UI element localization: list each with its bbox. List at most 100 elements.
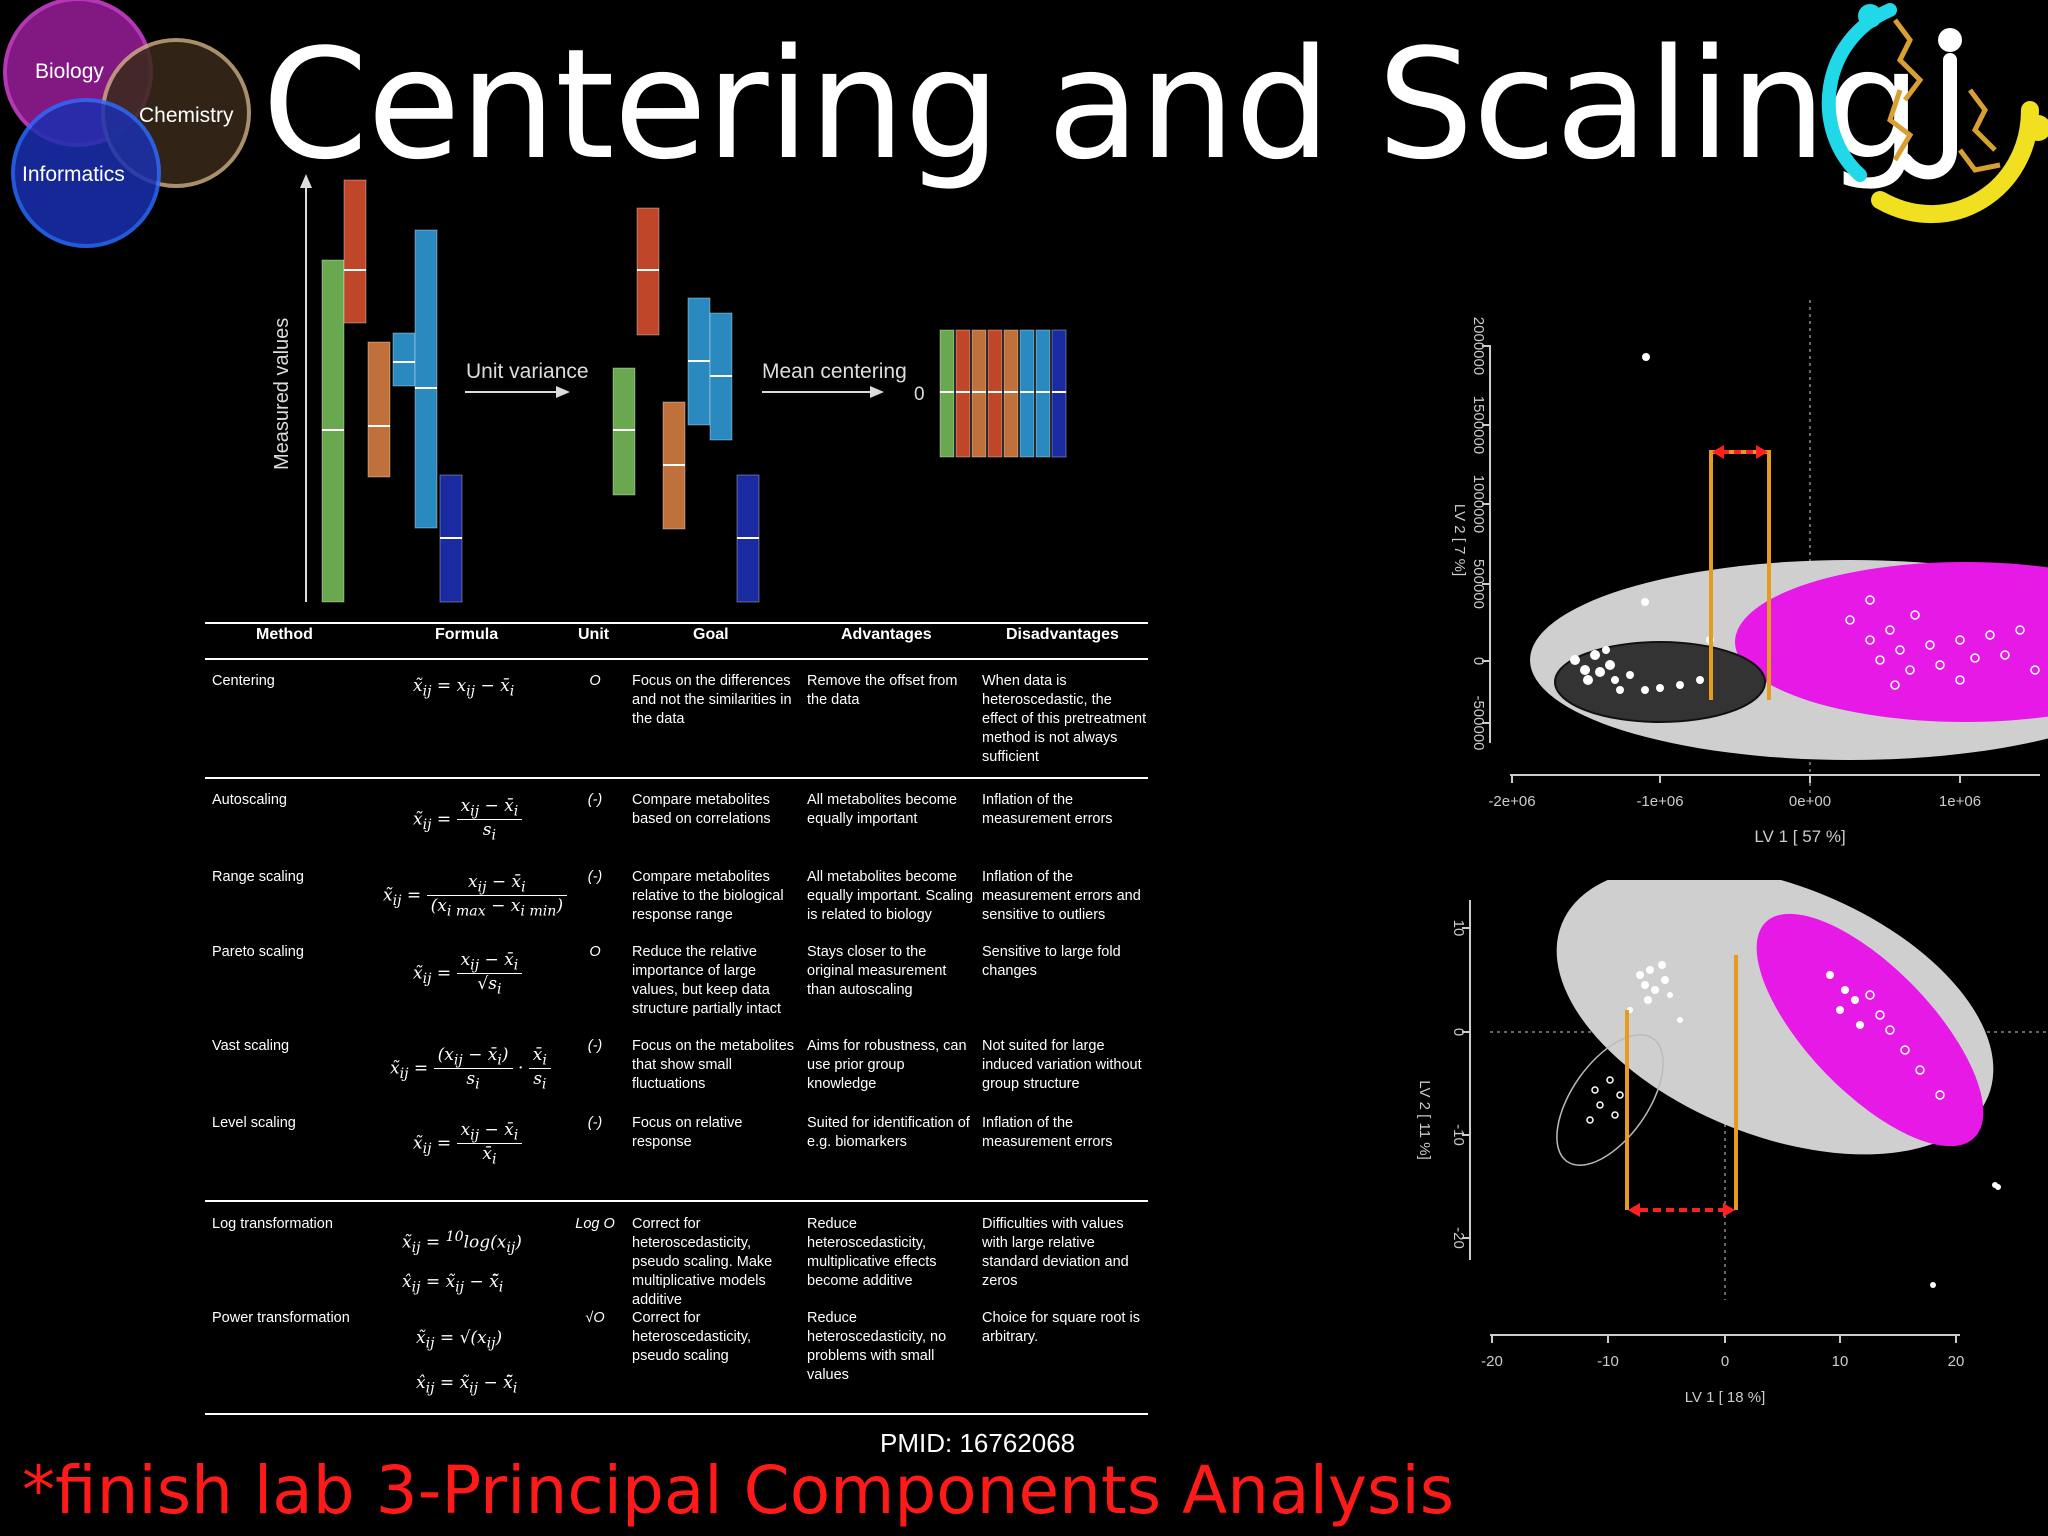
scaling-diagram: Measured values Unit variance Mean cente… [260, 170, 1100, 610]
row-log-transformation-advantages: Reduce heteroscedasticity, multiplicativ… [807, 1216, 937, 1289]
diagram-y-axis-arrowhead [300, 174, 312, 188]
row-level-scaling-unit: (-) [587, 1115, 603, 1131]
formula-autoscaling: x̃ij = xij − x̄i si [413, 796, 523, 844]
top-plot-xticks: -2e+06 -1e+06 0e+00 1e+06 [1488, 775, 1981, 810]
bottom-plot-open-points [1586, 990, 1945, 1124]
left-bar-blue-tall [414, 229, 438, 529]
zero-label: 0 [914, 384, 925, 405]
row-autoscaling-advantages: All metabolites become equally important [807, 792, 957, 827]
row-power-transformation-advantages: Reduce heteroscedasticity, no problems w… [807, 1310, 947, 1383]
row-log-transformation-goal: Correct for heteroscedasticity, pseudo s… [632, 1216, 773, 1308]
table-top-rule [205, 622, 1148, 624]
row-pareto-scaling-goal: Reduce the relative importance of large … [632, 944, 782, 1017]
bottom-plot-x-tick-label: 10 [1832, 1353, 1849, 1370]
top-plot-magenta-points [1845, 595, 2040, 690]
bottom-plot-x-tick-label: -10 [1597, 1353, 1619, 1370]
table-bottom-rule [205, 1413, 1148, 1415]
bottom-plot-ylabel: LV 2 [ 11 %] [1416, 1080, 1433, 1160]
formula-level-scaling: x̃ij = xij − x̄i x̄i [413, 1120, 523, 1168]
bottom-plot-yticks: -20 -10 0 10 [1450, 920, 1470, 1249]
mean-centering-arrow [762, 386, 884, 398]
formula-vast-scaling: x̃ij = (xij − x̄i) si · x̄i si [390, 1045, 551, 1093]
table-header-rule [205, 658, 1148, 660]
row-autoscaling-disadvantages: Inflation of the measurement errors [982, 792, 1113, 827]
formula-log-transformation: x̃ij = 10log(xij) x̂ij = x̃ij − x̄̃i [402, 1229, 522, 1296]
top-plot-red-arrowhead-left [1712, 445, 1724, 459]
diagram-y-axis-label: Measured values [271, 318, 293, 470]
row-power-transformation-disadvantages: Choice for square root is arbitrary. [982, 1310, 1140, 1345]
top-plot-y-tick-label: 2000000 [1470, 317, 1487, 375]
right-bar-6 [1019, 329, 1035, 458]
top-plot-y-tick-label: 1000000 [1470, 475, 1487, 533]
right-bar-7 [1035, 329, 1051, 458]
bottom-plot-y-tick-label: 0 [1450, 1028, 1467, 1036]
venn-logo: Biology Chemistry Informatics [0, 0, 260, 260]
bottom-plot-x-tick-label: 20 [1948, 1353, 1965, 1370]
top-plot-y-tick-label: 1500000 [1470, 396, 1487, 454]
bottom-plot-y-tick-label: 10 [1450, 920, 1467, 937]
row-power-transformation-unit: √O [585, 1310, 605, 1326]
venn-informatics-label: Informatics [22, 163, 125, 186]
top-plot-x-tick-label: -1e+06 [1636, 793, 1683, 810]
row-level-scaling-disadvantages: Inflation of the measurement errors [982, 1115, 1113, 1150]
row-vast-scaling-method: Vast scaling [212, 1038, 290, 1054]
header-disadvantages: Disadvantages [1006, 626, 1119, 643]
unit-variance-arrow [465, 386, 570, 398]
row-vast-scaling-disadvantages: Not suited for large induced variation w… [982, 1038, 1142, 1092]
bottom-plot-y-tick-label: -20 [1450, 1227, 1467, 1249]
formula-range-scaling: x̃ij = xij − x̄i (xi max − xi min) [383, 872, 568, 920]
row-level-scaling-goal: Focus on relative response [632, 1115, 743, 1150]
top-plot-red-arrowhead-right [1756, 445, 1768, 459]
mean-centering-label: Mean centering [762, 360, 907, 383]
row-range-scaling-goal: Compare metabolites relative to the biol… [632, 869, 784, 923]
bottom-plot-x-tick-label: -20 [1481, 1353, 1503, 1370]
top-plot-y-tick-label: 500000 [1470, 559, 1487, 609]
bottom-plot-red-arrowhead-left [1628, 1203, 1640, 1217]
formula-centering: x̃ij = xij − x̄i [413, 676, 515, 700]
header-unit: Unit [578, 626, 610, 643]
row-centering-method: Centering [212, 673, 275, 689]
bars-right-group [939, 329, 1067, 458]
header-advantages: Advantages [841, 626, 932, 643]
right-bar-8 [1051, 329, 1067, 458]
row-range-scaling-unit: (-) [587, 869, 603, 885]
formula-power-transformation: x̃ij = √(xij) x̂ij = x̃ij − x̄̃i [416, 1328, 518, 1397]
row-centering-goal: Focus on the differences and not the sim… [632, 673, 792, 727]
top-plot-white-points [1570, 353, 1714, 694]
bottom-plot-dark-ellipse [1556, 1034, 1664, 1166]
bottom-plot-white-points [1627, 961, 2001, 1288]
bottom-plot-xticks: -20 -10 0 10 20 [1481, 1335, 1964, 1370]
mid-bar-green [612, 367, 636, 496]
table-section-rule-2 [205, 1200, 1148, 1202]
row-level-scaling-method: Level scaling [212, 1115, 296, 1131]
score-plot-top: LV 2 [ 7 %] LV 1 [ 57 %] -500000 0 500000 1… [1400, 260, 2048, 860]
footer-note: *finish lab 3-Principal Components Analy… [22, 1452, 1455, 1529]
top-plot-ylabel: LV 2 [ 7 %] [1451, 504, 1468, 576]
formula-pareto-scaling: x̃ij = xij − x̄i √si [413, 950, 523, 998]
table-section-rule-1 [205, 777, 1148, 779]
right-bar-1 [939, 329, 955, 458]
row-centering-unit: O [589, 673, 601, 689]
pmid-citation: PMID: 16762068 [880, 1428, 1076, 1458]
bottom-plot-red-arrowhead-right [1723, 1203, 1735, 1217]
row-autoscaling-unit: (-) [587, 792, 603, 808]
row-pareto-scaling-advantages: Stays closer to the original measurement… [807, 944, 947, 998]
header-method: Method [256, 626, 313, 643]
brand-logo [1800, 0, 2048, 245]
left-bar-red [343, 179, 367, 324]
score-plot-bottom: LV 2 [ 11 %] LV 1 [ 18 %] -20 -10 0 10 -20-… [1400, 865, 2048, 1420]
row-pareto-scaling-method: Pareto scaling [212, 944, 304, 960]
top-plot-y-tick-label: 0 [1470, 657, 1487, 665]
top-plot-y-tick-label: -500000 [1470, 695, 1487, 750]
top-plot-xlabel: LV 1 [ 57 %] [1754, 827, 1845, 846]
bottom-plot-x-tick-label: 0 [1721, 1353, 1729, 1370]
row-autoscaling-goal: Compare metabolites based on correlation… [632, 792, 771, 827]
header-formula: Formula [435, 626, 499, 643]
row-vast-scaling-unit: (-) [587, 1038, 603, 1054]
left-bar-orange [367, 341, 391, 478]
row-pareto-scaling-disadvantages: Sensitive to large fold changes [982, 944, 1121, 979]
row-log-transformation-disadvantages: Difficulties with values with large rela… [982, 1216, 1129, 1289]
bottom-plot-magenta-ellipse [1756, 913, 1984, 1147]
right-bar-4 [987, 329, 1003, 458]
row-vast-scaling-goal: Focus on the metabolites that show small… [632, 1038, 795, 1092]
